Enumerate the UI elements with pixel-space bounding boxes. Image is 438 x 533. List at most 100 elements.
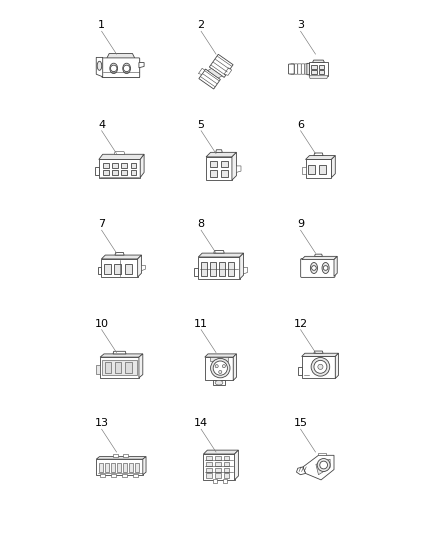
Polygon shape — [314, 254, 322, 256]
Bar — [228, 262, 234, 276]
Polygon shape — [302, 256, 337, 260]
Bar — [111, 474, 116, 477]
Text: 11: 11 — [194, 319, 208, 329]
Polygon shape — [214, 251, 224, 253]
Polygon shape — [99, 159, 140, 177]
Text: 10: 10 — [95, 319, 109, 329]
Text: 15: 15 — [293, 418, 307, 428]
Polygon shape — [115, 253, 124, 255]
Circle shape — [223, 365, 226, 368]
Polygon shape — [102, 360, 137, 375]
Polygon shape — [194, 268, 198, 276]
Polygon shape — [316, 459, 330, 475]
Circle shape — [317, 458, 330, 472]
FancyBboxPatch shape — [294, 64, 298, 74]
Bar — [131, 163, 136, 168]
FancyBboxPatch shape — [300, 259, 335, 277]
Polygon shape — [244, 268, 247, 274]
Polygon shape — [99, 154, 144, 159]
Text: 12: 12 — [293, 319, 307, 329]
Bar — [210, 262, 216, 276]
Polygon shape — [113, 351, 126, 354]
Polygon shape — [98, 266, 102, 274]
Ellipse shape — [322, 262, 329, 273]
Polygon shape — [309, 62, 328, 76]
Bar — [133, 474, 138, 477]
Text: 7: 7 — [98, 219, 105, 229]
Polygon shape — [240, 253, 244, 279]
Text: 4: 4 — [98, 120, 105, 130]
Circle shape — [314, 360, 327, 373]
Polygon shape — [306, 156, 336, 159]
Bar — [219, 262, 225, 276]
Circle shape — [311, 265, 316, 270]
FancyBboxPatch shape — [298, 64, 301, 74]
Bar — [103, 171, 109, 175]
Polygon shape — [100, 354, 143, 357]
Bar — [99, 463, 103, 472]
Bar — [113, 171, 117, 175]
Bar — [206, 456, 212, 460]
Circle shape — [323, 265, 328, 270]
Polygon shape — [302, 357, 336, 378]
Bar — [319, 70, 325, 74]
Polygon shape — [224, 68, 232, 75]
Polygon shape — [309, 76, 328, 78]
Text: 14: 14 — [194, 418, 208, 428]
Polygon shape — [216, 150, 222, 152]
Polygon shape — [95, 167, 99, 175]
Bar — [104, 264, 111, 274]
Bar — [311, 66, 317, 69]
Polygon shape — [124, 454, 128, 457]
Polygon shape — [303, 455, 334, 480]
Text: 9: 9 — [297, 219, 304, 229]
Polygon shape — [237, 166, 241, 172]
Circle shape — [215, 365, 218, 368]
FancyBboxPatch shape — [291, 64, 294, 74]
Bar — [122, 474, 127, 477]
Circle shape — [311, 358, 330, 376]
Bar — [215, 473, 221, 478]
Ellipse shape — [215, 381, 223, 385]
Polygon shape — [332, 156, 336, 177]
Bar — [319, 165, 326, 174]
Polygon shape — [233, 354, 237, 381]
Bar — [221, 161, 228, 167]
Bar — [105, 362, 111, 373]
Ellipse shape — [110, 63, 117, 74]
Bar — [223, 480, 227, 483]
FancyBboxPatch shape — [307, 63, 310, 75]
FancyBboxPatch shape — [301, 64, 305, 74]
Polygon shape — [198, 253, 244, 257]
Bar — [206, 467, 212, 472]
Bar — [311, 70, 317, 74]
Bar — [308, 165, 315, 174]
Bar — [215, 467, 221, 472]
Bar — [201, 262, 207, 276]
Bar — [129, 463, 133, 472]
Polygon shape — [302, 353, 339, 357]
Bar — [210, 171, 217, 177]
Polygon shape — [314, 153, 323, 156]
Polygon shape — [96, 58, 102, 77]
Circle shape — [110, 65, 117, 71]
Polygon shape — [210, 357, 228, 361]
Polygon shape — [140, 154, 144, 177]
Text: 3: 3 — [297, 20, 304, 30]
Polygon shape — [204, 450, 238, 454]
Polygon shape — [96, 459, 143, 475]
Bar — [131, 171, 136, 175]
Bar — [224, 456, 230, 460]
FancyBboxPatch shape — [305, 64, 308, 74]
Polygon shape — [139, 62, 144, 68]
Text: 5: 5 — [198, 120, 205, 130]
Bar — [123, 463, 127, 472]
Polygon shape — [209, 54, 233, 77]
Bar — [224, 473, 230, 478]
Polygon shape — [208, 69, 222, 78]
Bar — [115, 362, 121, 373]
Polygon shape — [205, 354, 237, 357]
Polygon shape — [95, 365, 100, 374]
Polygon shape — [205, 357, 233, 381]
Polygon shape — [232, 152, 237, 180]
